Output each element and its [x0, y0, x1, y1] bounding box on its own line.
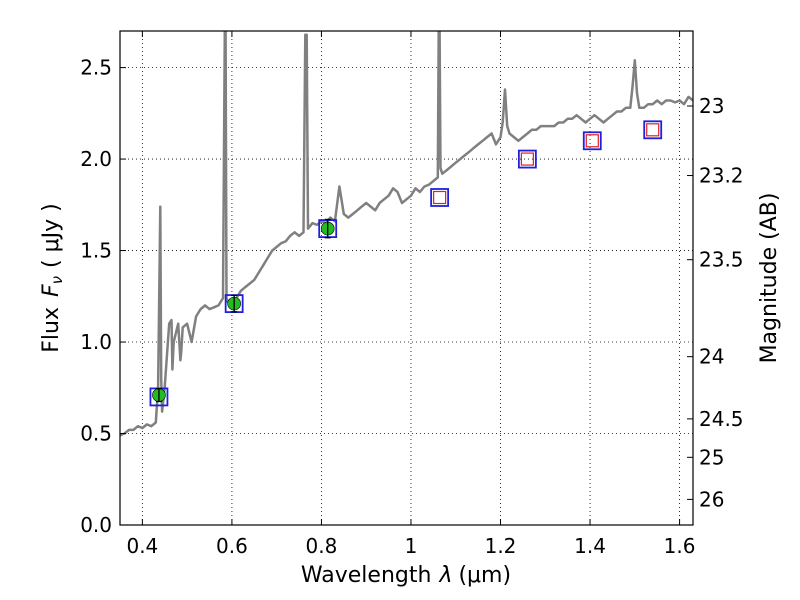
model-photometry-marker: [430, 188, 450, 207]
model-photometry-marker: [643, 120, 663, 140]
grid-layer: [120, 31, 693, 525]
predicted-photometry-marker: [585, 134, 599, 148]
x-tick-label: 0.4: [126, 534, 158, 558]
marker-layer: [149, 120, 663, 407]
y-tick-label: 1.5: [80, 239, 112, 263]
model-photometry-marker: [517, 149, 537, 169]
y2-tick-label: 23.5: [699, 248, 744, 272]
x-tick-label: 1.6: [664, 534, 696, 558]
y2-tick-label: 24: [699, 345, 724, 369]
y-tick-label: 2.0: [80, 147, 112, 171]
y-tick-label: 1.0: [80, 330, 112, 354]
predicted-photometry-marker: [520, 152, 534, 166]
x-tick-label: 0.8: [306, 534, 338, 558]
y-tick-label: 2.5: [80, 56, 112, 80]
y2-tick-label: 25: [699, 445, 724, 469]
axes-layer: 0.4 0.6 0.8 1 1.2 1.4 1.6 0.0 0.5 1.0 1.5 2.0 2.5 23 2…: [80, 30, 744, 558]
x-tick-label: 1: [405, 534, 418, 558]
y-axis-label: FluxFν( μJy ): [39, 203, 66, 352]
spectrum-line: [120, 31, 693, 437]
x-tick-label: 0.6: [216, 534, 248, 558]
spectrum-layer: [120, 31, 693, 437]
y-tick-label: 0.0: [80, 513, 112, 537]
x-axis-label: Wavelength λ (μm): [301, 563, 511, 588]
predicted-photometry-marker: [433, 190, 447, 205]
model-photometry-marker: [582, 131, 602, 151]
y-tick-label: 0.5: [80, 422, 112, 446]
y2-tick-label: 24.5: [699, 407, 744, 431]
y2-tick-label: 26: [699, 487, 724, 511]
y2-tick-label: 23.2: [699, 164, 744, 188]
y2-tick-label: 23: [699, 94, 724, 118]
plot-frame: [119, 30, 694, 526]
x-tick-label: 1.2: [485, 534, 517, 558]
predicted-photometry-marker: [646, 123, 660, 137]
y2-axis-label: Magnitude (AB): [757, 193, 782, 364]
x-tick-label: 1.4: [574, 534, 606, 558]
